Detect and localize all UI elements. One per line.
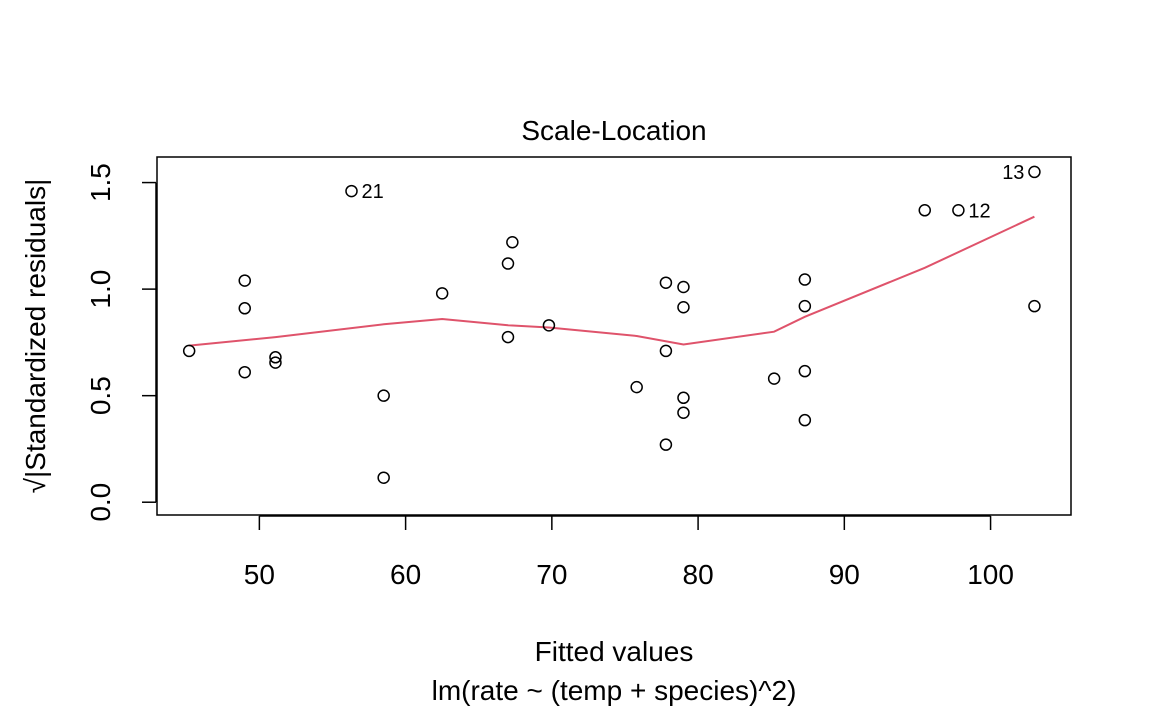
data-point: [677, 406, 690, 419]
x-tick-label: 80: [683, 559, 714, 590]
smoother-line: [189, 215, 1035, 347]
point-label: 12: [968, 200, 990, 222]
x-tick-label: 90: [829, 559, 860, 590]
point-label: 21: [361, 181, 383, 203]
points-layer: 21 12 13: [182, 162, 1041, 484]
data-point: [677, 280, 690, 294]
data-point: [677, 391, 690, 405]
x-tick-label: 60: [390, 559, 421, 590]
data-point: [238, 365, 251, 379]
data-point: [798, 413, 812, 427]
y-axis: 0.0 0.5 1.0 1.5: [85, 163, 157, 522]
data-point: [345, 184, 358, 198]
data-point: [677, 300, 690, 314]
y-tick-label: 1.0: [85, 270, 116, 309]
data-point: [798, 364, 812, 378]
x-tick-label: 100: [967, 559, 1014, 590]
data-point: [918, 204, 932, 217]
data-point: [630, 380, 643, 394]
x-axis: 50 60 70 80 90 100: [244, 515, 1014, 590]
data-point: [1028, 165, 1041, 179]
x-axis-label: Fitted values: [535, 636, 694, 667]
data-point: [435, 287, 449, 300]
data-point: [506, 235, 519, 249]
y-tick-label: 0.5: [85, 376, 116, 415]
data-point: [1028, 299, 1041, 313]
chart-title: Scale-Location: [521, 115, 706, 146]
data-point: [269, 351, 282, 364]
x-tick-label: 50: [244, 559, 275, 590]
data-point: [542, 319, 556, 332]
data-point: [767, 372, 781, 385]
data-point: [798, 299, 812, 313]
data-point: [269, 356, 282, 369]
data-point: [377, 471, 390, 484]
data-point: [952, 204, 965, 217]
y-tick-label: 0.0: [85, 483, 116, 522]
data-point: [238, 302, 251, 315]
data-point: [238, 274, 251, 287]
data-point: [659, 276, 673, 289]
data-point: [377, 389, 390, 402]
x-tick-label: 70: [536, 559, 567, 590]
plot-frame: [156, 156, 1072, 516]
y-tick-label: 1.5: [85, 163, 116, 202]
data-point: [501, 257, 515, 270]
data-point: [659, 344, 673, 358]
data-point: [798, 273, 812, 286]
data-point: [182, 344, 196, 358]
y-axis-label: √|Standardized residuals|: [20, 179, 51, 494]
x-axis-sublabel: lm(rate ~ (temp + species)^2): [432, 675, 797, 706]
point-label: 13: [1002, 162, 1024, 184]
data-point: [659, 438, 673, 451]
data-point: [501, 330, 515, 344]
